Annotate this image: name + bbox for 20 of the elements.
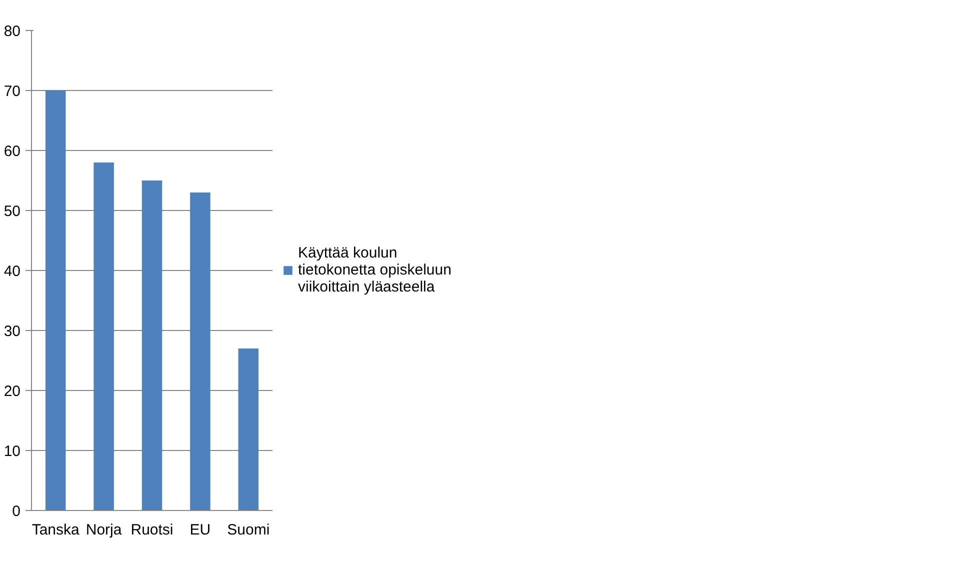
y-tick-label: 20 <box>4 383 21 400</box>
bar <box>94 162 114 510</box>
y-tick-label: 50 <box>4 203 21 220</box>
bar <box>45 90 66 510</box>
y-tick-label: 0 <box>12 503 20 520</box>
x-tick-label: EU <box>190 522 211 538</box>
y-tick-label: 30 <box>4 323 21 340</box>
y-tick-label: 70 <box>4 83 21 100</box>
bar <box>238 348 259 510</box>
bar <box>142 180 162 510</box>
y-tick-label: 60 <box>4 143 21 160</box>
x-tick-label: Tanska <box>32 522 80 538</box>
x-tick-label: Suomi <box>227 522 270 538</box>
y-tick-label: 80 <box>4 23 21 40</box>
legend-label: Käyttää koulun tietokonetta opiskeluun viikoittain yläasteella <box>298 244 452 296</box>
y-tick-label: 40 <box>4 263 21 280</box>
x-tick-label: Norja <box>86 522 122 538</box>
bar <box>190 192 210 510</box>
y-tick-label: 10 <box>4 443 21 460</box>
x-tick-label: Ruotsi <box>130 522 174 538</box>
